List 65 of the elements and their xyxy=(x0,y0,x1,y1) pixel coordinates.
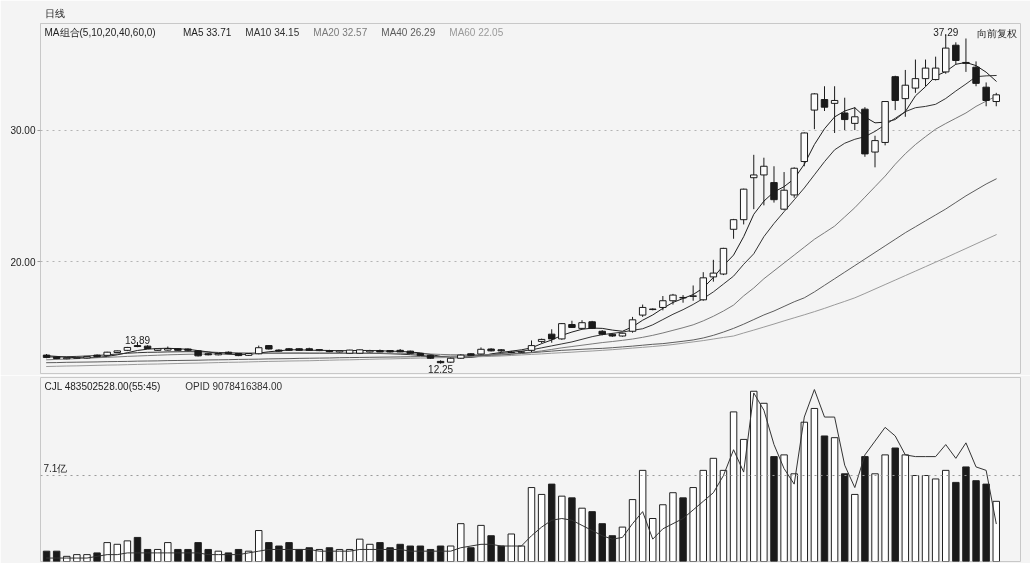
y-tick-label: 30.00 xyxy=(10,125,36,137)
candlestick xyxy=(901,69,910,118)
candlestick xyxy=(851,106,859,131)
bar xyxy=(840,473,849,562)
text: MA5 33.71 xyxy=(182,26,232,38)
text: OPID 9078416384.00 xyxy=(185,380,283,392)
chart-title: 日线 xyxy=(44,7,65,19)
annotation: 12.25 xyxy=(428,363,454,375)
candlestick xyxy=(699,271,707,302)
bar xyxy=(386,547,394,562)
bar xyxy=(679,497,687,562)
bar xyxy=(588,511,596,562)
candlestick xyxy=(770,165,778,204)
candlestick xyxy=(810,92,819,130)
bar xyxy=(608,535,617,562)
annotation: 37.29 xyxy=(933,27,959,39)
text: MA10 34.15 xyxy=(245,26,300,38)
bar xyxy=(305,547,313,562)
bar xyxy=(770,456,778,562)
text: MA40 26.29 xyxy=(381,26,436,38)
candlestick xyxy=(679,294,687,304)
bar xyxy=(467,547,475,562)
text: MA20 32.57 xyxy=(313,26,368,38)
bar xyxy=(962,466,970,562)
bar xyxy=(396,543,404,562)
bar xyxy=(497,545,505,562)
legend-title: MA组合(5,10,20,40,60,0) xyxy=(44,26,156,38)
bar xyxy=(416,545,425,562)
bar xyxy=(275,545,283,562)
bar xyxy=(265,542,273,562)
text: CJL 483502528.00(55:45) xyxy=(44,380,161,392)
text: MA60 22.05 xyxy=(449,26,504,38)
bar xyxy=(972,480,980,562)
bar xyxy=(891,447,899,562)
candlestick xyxy=(840,97,849,131)
candlestick xyxy=(820,85,829,112)
annotation: 向前复权 xyxy=(976,27,1017,39)
candlestick xyxy=(760,157,768,206)
bar xyxy=(861,456,869,562)
bar xyxy=(547,483,556,562)
candlestick xyxy=(911,59,920,94)
candlestick xyxy=(780,171,788,211)
candlestick xyxy=(871,135,879,168)
bar xyxy=(295,548,303,562)
bar xyxy=(820,435,829,562)
bar xyxy=(285,542,293,562)
annotation: 13.89 xyxy=(124,335,151,347)
candlestick xyxy=(830,85,839,134)
line-series xyxy=(46,178,997,364)
candlestick xyxy=(982,81,990,107)
candlestick xyxy=(891,75,899,111)
bar xyxy=(194,542,202,562)
y-tick-label: 20.00 xyxy=(10,256,36,268)
candlestick xyxy=(709,259,718,283)
ref-line-label: 7.1亿 xyxy=(43,462,68,474)
bar xyxy=(204,548,212,562)
bar xyxy=(982,483,990,562)
candlestick xyxy=(750,154,758,210)
bar xyxy=(598,523,606,562)
bar xyxy=(952,481,960,562)
candlestick xyxy=(689,284,697,302)
bar xyxy=(406,545,415,562)
bar xyxy=(487,535,495,562)
bar xyxy=(376,542,384,562)
bar xyxy=(568,497,576,562)
